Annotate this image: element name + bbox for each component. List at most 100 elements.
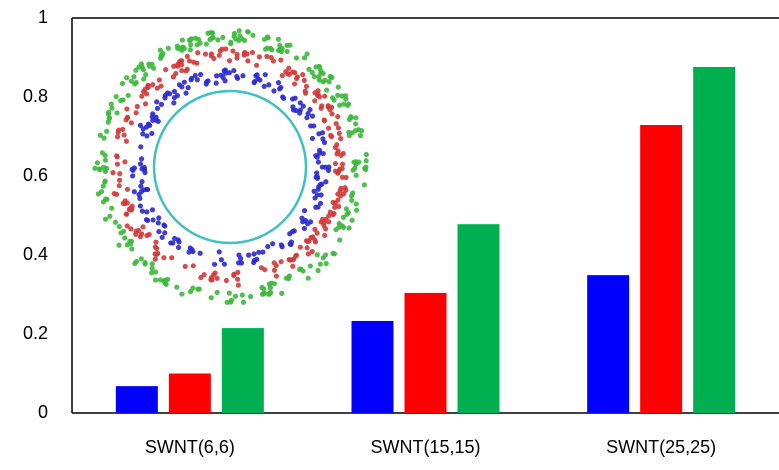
inset-dot (179, 84, 185, 90)
inset-dot (144, 232, 150, 239)
inset-dot (314, 252, 320, 258)
inset-dot (297, 107, 303, 113)
inset-dot (195, 50, 201, 56)
inset-dot (127, 238, 133, 245)
inset-dot (144, 91, 150, 97)
inset-dot (182, 263, 188, 270)
inset-dot (186, 58, 193, 64)
inset-dot (307, 107, 313, 113)
inset-dot (176, 239, 182, 245)
inset-dot (239, 292, 245, 298)
inset-dot (115, 129, 121, 136)
inset-dot (302, 88, 308, 94)
inset-dot (153, 114, 159, 120)
inset-dot (335, 170, 341, 176)
inset-dot (318, 192, 324, 198)
inset-dot (350, 190, 356, 196)
inset-dot (245, 29, 251, 35)
inset-dot (137, 122, 144, 128)
inset-dot (139, 208, 145, 214)
inset-dot (318, 105, 324, 111)
inset-dot (249, 49, 256, 56)
inset-dot (171, 94, 178, 101)
inset-dot (175, 244, 182, 251)
inset-dot (305, 251, 311, 257)
inset-dot (150, 117, 156, 123)
inset-dot (303, 83, 310, 89)
inset-dot (329, 111, 335, 117)
inset-dot (244, 51, 250, 57)
inset-dot (308, 234, 314, 241)
inset-dot (116, 183, 122, 189)
inset-dot (213, 80, 219, 86)
inset-dot (156, 228, 162, 235)
inset-dot (152, 256, 158, 262)
inset-dot (222, 78, 228, 84)
inset-dot (284, 42, 290, 48)
inset-dot (270, 241, 276, 247)
inset-dot (361, 182, 368, 188)
inset-dot (357, 133, 364, 139)
inset-dot (336, 130, 342, 136)
inset-dot (268, 45, 274, 52)
inset-dot (256, 249, 262, 255)
inset-dot (339, 161, 346, 167)
inset-dot (116, 242, 122, 248)
inset-dot (156, 77, 163, 83)
inset-dot (149, 270, 155, 276)
inset-dot (279, 290, 285, 296)
inset-dot (266, 82, 272, 88)
inset-dot (352, 121, 359, 127)
inset-dot (307, 219, 314, 225)
inset-dot (286, 65, 292, 71)
inset-dot (228, 39, 234, 45)
inset-dot (344, 211, 350, 217)
inset-dot (194, 60, 200, 66)
inset-dot (230, 48, 236, 54)
inset-dot (124, 186, 130, 192)
inset-dot (138, 256, 144, 262)
inset-dot (233, 36, 239, 42)
inset-dot (311, 73, 317, 80)
inset-dot (106, 115, 113, 121)
inset-dot (304, 115, 310, 121)
inset-dot (304, 51, 310, 57)
inset-dot (348, 114, 354, 121)
inset-dot (312, 237, 318, 243)
inset-dot (156, 215, 162, 221)
inset-dot (261, 83, 267, 90)
inset-dot (339, 165, 345, 172)
inset-dot (207, 30, 214, 36)
inset-dot (188, 36, 194, 42)
inset-dot (240, 299, 247, 305)
inset-dot (353, 115, 359, 121)
bar (351, 320, 394, 413)
inset-dot (335, 114, 341, 120)
bar (693, 66, 736, 413)
bar (221, 328, 264, 413)
inset-dot (305, 275, 311, 281)
inset-dot (319, 164, 325, 170)
bar (168, 373, 211, 413)
inset-dot (235, 276, 241, 282)
inset-dot (237, 33, 243, 39)
inset-dot (281, 95, 287, 101)
inset-dot (155, 220, 161, 226)
inset-dot (158, 83, 164, 89)
inset-dot (226, 290, 232, 296)
inset-dot (314, 174, 320, 180)
inset-dot (322, 93, 328, 99)
inset-dot (275, 36, 282, 42)
inset-dot (297, 244, 303, 250)
inset-dot (335, 92, 341, 98)
inset-dot (149, 261, 155, 267)
inset-dot (159, 234, 165, 240)
inset-dot (301, 225, 307, 232)
inset-dot (313, 204, 319, 210)
inset-dot (316, 94, 323, 100)
inset-dot (153, 239, 159, 245)
inset-dot (223, 277, 229, 284)
inset-dot (174, 63, 181, 69)
inset-dot (240, 73, 246, 79)
